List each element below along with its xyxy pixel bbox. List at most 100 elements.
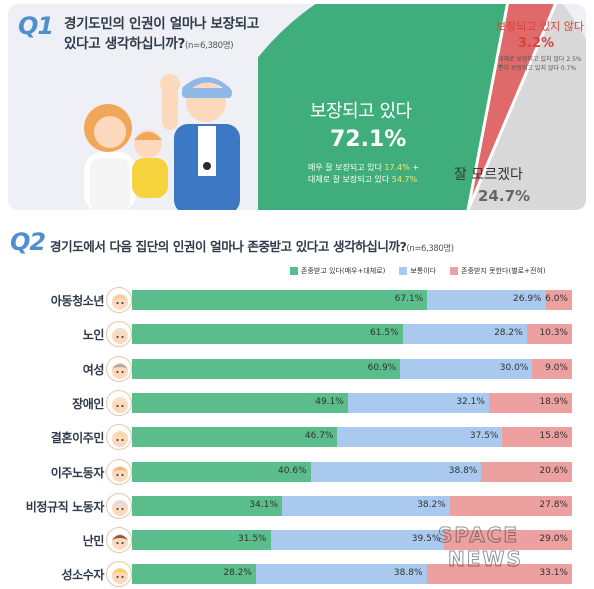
- stacked-bar: 40.6% 38.8% 20.6%: [132, 461, 572, 482]
- data-label: 38.2%: [417, 499, 446, 510]
- chart-row: 여성 60.9% 30.0% 9.0%: [0, 354, 594, 384]
- data-label: 49.1%: [315, 396, 344, 407]
- svg-text:NEWS: NEWS: [448, 547, 523, 571]
- category-label: 여성: [82, 362, 105, 377]
- data-label: 28.2%: [494, 328, 523, 339]
- segment-respected: 60.9%: [132, 358, 401, 379]
- chart-row: 이주노동자 40.6% 38.8% 20.6%: [0, 457, 594, 487]
- q1-panel: Q1 경기도민의 인권이 얼마나 보장되고 있다고 생각하십니까?(n=6,38…: [8, 4, 586, 210]
- segment-respected: 61.5%: [132, 324, 403, 345]
- legend-label: 보통이다: [410, 267, 437, 275]
- chart-row: 노인 61.5% 28.2% 10.3%: [0, 319, 594, 349]
- data-label: 15.8%: [539, 431, 568, 442]
- avatar-icon: [106, 458, 132, 485]
- chart-row: 장애인 49.1% 32.1% 18.9%: [0, 388, 594, 418]
- chart-row: 결혼이주민 46.7% 37.5% 15.8%: [0, 422, 594, 452]
- segment-neutral: 32.1%: [347, 392, 489, 413]
- avatar-icon: [106, 561, 132, 588]
- stacked-bar: 61.5% 28.2% 10.3%: [132, 324, 572, 345]
- data-label: 31.5%: [238, 534, 267, 545]
- avatar-icon: [106, 287, 132, 313]
- q1-gauge: [258, 4, 586, 210]
- q2-number: Q2: [10, 228, 46, 256]
- segment-not-respected: 20.6%: [481, 461, 572, 482]
- data-label: 28.2%: [223, 568, 252, 579]
- negative-breakdown-2: 전혀 보장되고 있지 않다 0.7%: [498, 65, 577, 72]
- data-label: 38.8%: [393, 568, 423, 579]
- data-label: 20.6%: [539, 465, 568, 476]
- stacked-bar: 28.2% 38.8% 33.1%: [132, 564, 572, 585]
- avatar-icon: [106, 321, 132, 348]
- negative-percent: 3.2%: [518, 36, 555, 51]
- stacked-bar: 60.9% 30.0% 9.0%: [132, 358, 572, 379]
- spacenews-watermark: SPACE NEWS: [438, 523, 523, 572]
- data-label: 46.7%: [304, 431, 334, 442]
- unknown-percent: 24.7%: [478, 187, 531, 205]
- legend-item-neutral: 보통이다: [399, 266, 436, 276]
- positive-percent: 72.1%: [330, 127, 407, 152]
- unknown-label: 잘 모르겠다: [454, 167, 523, 183]
- data-label: 33.1%: [539, 568, 568, 579]
- stacked-bar: 49.1% 32.1% 18.9%: [132, 392, 572, 413]
- legend-item-not-respected: 존중받지 못한다(별로+전혀): [450, 266, 546, 276]
- data-label: 6.0%: [545, 294, 568, 304]
- gauge-unknown-slice: [468, 4, 586, 210]
- positive-breakdown-1: 매우 잘 보장되고 있다 17.4% +: [308, 163, 420, 172]
- segment-neutral: 30.0%: [400, 358, 533, 379]
- segment-neutral: 28.2%: [402, 324, 527, 345]
- segment-respected: 46.7%: [132, 427, 338, 448]
- data-label: 61.5%: [370, 328, 399, 339]
- category-label: 장애인: [72, 396, 104, 411]
- segment-neutral: 37.5%: [337, 427, 503, 448]
- legend-item-respected: 존중받고 있다(매우+대체로): [290, 266, 385, 276]
- q1-number: Q1: [18, 12, 54, 40]
- segment-not-respected: 9.0%: [532, 358, 572, 379]
- segment-respected: 67.1%: [132, 290, 428, 310]
- segment-respected: 31.5%: [132, 530, 271, 551]
- segment-not-respected: 18.9%: [488, 392, 572, 413]
- q2-question: 경기도에서 다음 집단의 인권이 얼마나 존중받고 있다고 생각하십니까?: [50, 239, 407, 254]
- data-label: 39.5%: [411, 534, 441, 545]
- data-label: 29.0%: [539, 534, 568, 545]
- positive-label: 보장되고 있다: [310, 101, 412, 122]
- family-illustration: [84, 74, 240, 210]
- negative-breakdown-1: 대체로 보장되고 있지 않다 2.5% +: [498, 56, 582, 70]
- svg-text:SPACE: SPACE: [438, 523, 519, 547]
- segment-not-respected: 29.0%: [444, 530, 572, 551]
- category-label: 아동청소년: [50, 294, 105, 308]
- legend-swatch: [290, 267, 298, 275]
- data-label: 32.1%: [456, 396, 485, 407]
- data-label: 30.0%: [499, 362, 529, 373]
- data-label: 9.0%: [545, 362, 568, 373]
- category-label: 이주노동자: [50, 465, 105, 480]
- chart-row: 비정규직 노동자 34.1% 38.2% 27.8%: [0, 491, 594, 521]
- category-label: 성소수자: [61, 568, 104, 583]
- q2-sample-size: (n=6,380명): [406, 244, 454, 254]
- gauge-positive-slice: [258, 4, 508, 210]
- segment-neutral: 26.9%: [427, 290, 546, 310]
- positive-breakdown-2: 대체로 잘 보장되고 있다 54.7%: [308, 175, 418, 184]
- chart-legend: 존중받고 있다(매우+대체로) 보통이다 존중받지 못한다(별로+전혀): [290, 266, 546, 276]
- legend-swatch: [450, 267, 459, 275]
- stacked-bar: 67.1% 26.9% 6.0%: [132, 290, 572, 310]
- data-label: 67.1%: [394, 294, 424, 304]
- q1-question: 경기도민의 인권이 얼마나 보장되고 있다고 생각하십니까?: [64, 16, 259, 52]
- legend-label: 존중받고 있다(매우+대체로): [301, 267, 386, 275]
- avatar-icon: [106, 527, 132, 554]
- chart-row: 난민 31.5% 39.5% 29.0%: [0, 525, 594, 555]
- data-label: 34.1%: [249, 499, 278, 510]
- q1-sample-size: (n=6,380명): [185, 41, 234, 51]
- legend-label: 존중받지 못한다(별로+전혀): [461, 267, 546, 275]
- category-label: 비정규직 노동자: [25, 499, 105, 514]
- q1-title: 경기도민의 인권이 얼마나 보장되고 있다고 생각하십니까?(n=6,380명): [64, 14, 264, 56]
- segment-respected: 34.1%: [132, 495, 282, 516]
- data-label: 37.5%: [469, 431, 499, 442]
- segment-respected: 49.1%: [132, 392, 348, 413]
- category-label: 결혼이주민: [50, 431, 105, 446]
- q2-title: 경기도에서 다음 집단의 인권이 얼마나 존중받고 있다고 생각하십니까?(n=…: [50, 236, 454, 255]
- avatar-icon: [106, 492, 132, 519]
- data-label: 10.3%: [539, 328, 568, 339]
- chart-row: 아동청소년 67.1% 26.9% 6.0%: [0, 285, 594, 315]
- stacked-bar: 31.5% 39.5% 29.0%: [132, 530, 572, 551]
- segment-not-respected: 15.8%: [502, 427, 572, 448]
